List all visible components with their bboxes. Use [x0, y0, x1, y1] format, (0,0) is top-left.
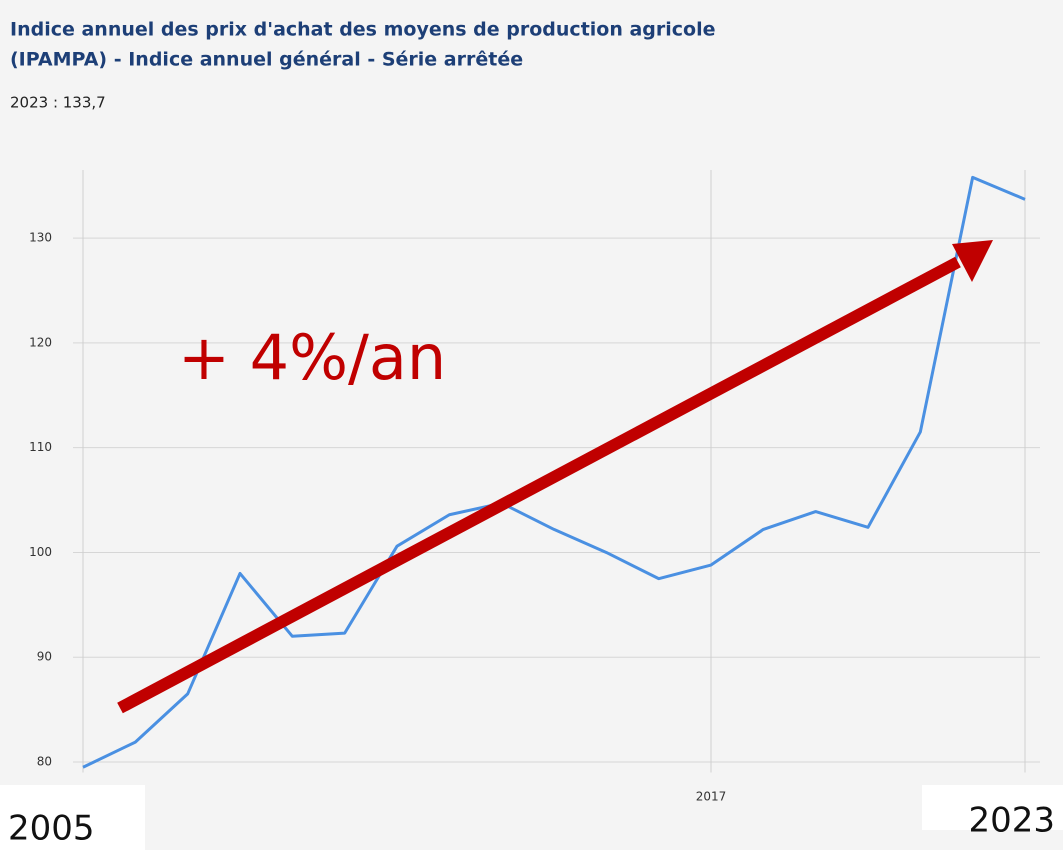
chart-subtitle: 2023 : 133,7 [10, 94, 106, 112]
x-tick-label: 2005 [8, 809, 95, 849]
trend-arrow-head [952, 240, 993, 282]
data-line [82, 175, 1026, 769]
annotation: + 4%/an [178, 321, 446, 394]
y-tick-label: 120 [29, 335, 52, 349]
x-tick-label: 2017 [696, 790, 727, 804]
y-tick-label: 130 [29, 231, 52, 245]
chart-title: Indice annuel des prix d'achat des moyen… [10, 19, 716, 41]
trend-arrow [117, 256, 961, 714]
y-tick-label: 100 [29, 545, 52, 559]
y-tick-label: 110 [29, 440, 52, 454]
chart-title: (IPAMPA) - Indice annuel général - Série… [10, 49, 523, 71]
label-box [922, 785, 1063, 830]
label-box [0, 785, 145, 850]
y-tick-label: 90 [37, 650, 52, 664]
y-tick-label: 80 [37, 755, 52, 769]
x-tick-label: 2023 [968, 801, 1055, 841]
